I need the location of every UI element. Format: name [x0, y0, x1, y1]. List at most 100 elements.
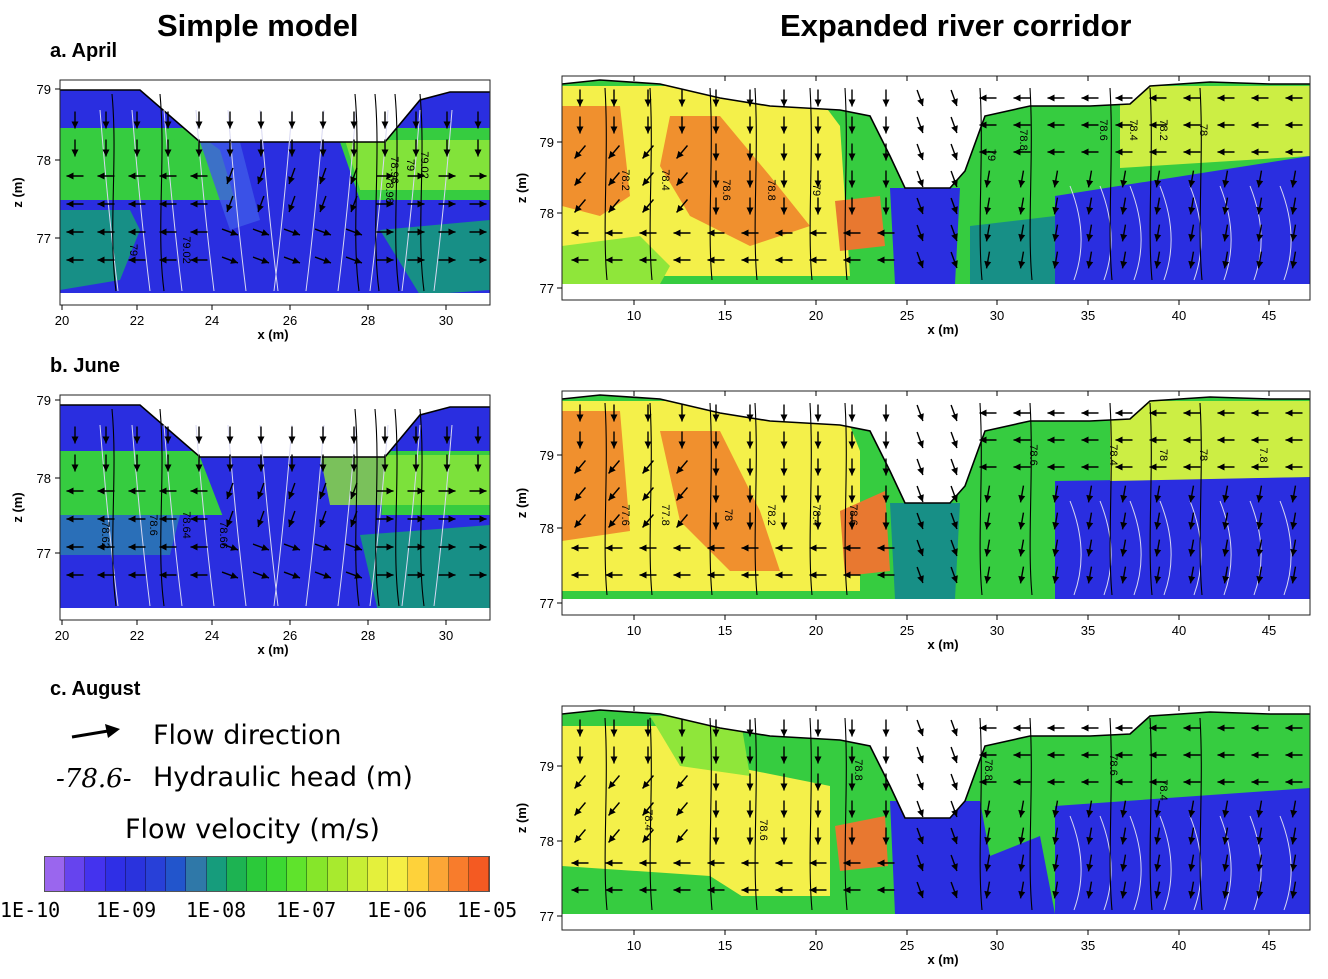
- flow-arrow-head: [1149, 463, 1157, 471]
- flow-arrow-head: [257, 176, 264, 184]
- z-axis-label: z (m): [514, 803, 529, 833]
- flow-arrow-head: [746, 783, 754, 791]
- head-contour: [419, 93, 425, 292]
- flow-arrow-head: [190, 172, 198, 180]
- flow-arrow-head: [1285, 148, 1293, 156]
- flow-arrow-head: [712, 522, 720, 530]
- flow-arrow-head: [1290, 548, 1298, 557]
- x-tick-label: 10: [627, 938, 641, 953]
- zone-orange-mid: [660, 116, 810, 246]
- flow-arrow-head: [877, 859, 885, 867]
- flow-arrow-head: [323, 257, 331, 264]
- flow-arrow-head: [1290, 809, 1298, 818]
- flow-arrow-head: [848, 495, 856, 503]
- flow-arrow-head: [608, 204, 616, 213]
- flow-arrow-head: [319, 149, 327, 157]
- flow-arrow-head: [678, 126, 686, 134]
- flow-arrow-head: [190, 543, 198, 551]
- streamline: [1129, 500, 1142, 596]
- flow-arrow-head: [1290, 836, 1298, 845]
- flow-arrow-head: [1018, 179, 1026, 188]
- x-tick-label: 30: [990, 938, 1004, 953]
- zone-yellowgreen: [1120, 86, 1310, 168]
- streamline: [305, 424, 325, 607]
- flow-arrow-head: [814, 522, 822, 530]
- flow-arrow-head: [1120, 521, 1128, 530]
- flow-arrow-head: [882, 783, 890, 791]
- flow-arrow-head: [190, 487, 198, 495]
- flow-arrow-head: [1081, 94, 1089, 102]
- flow-arrow-head: [1086, 521, 1094, 530]
- flow-arrow-head: [230, 229, 238, 236]
- flow-arrow-head: [780, 522, 788, 530]
- flow-arrow-head: [226, 436, 234, 444]
- flow-arrow-head: [814, 468, 822, 476]
- flow-arrow-head: [676, 519, 684, 528]
- flow-arrow-head: [386, 172, 394, 180]
- flow-arrow-head: [608, 834, 616, 843]
- head-contour: [1109, 717, 1113, 911]
- flow-arrow-head: [417, 228, 425, 236]
- flow-arrow-head: [1018, 575, 1026, 584]
- flow-arrow-head: [610, 729, 618, 737]
- flow-arrow-head: [1154, 260, 1162, 269]
- flow-arrow-head: [814, 180, 822, 188]
- colorbar-label: 1E-09: [96, 898, 157, 922]
- contour-label: 77.6: [619, 504, 631, 525]
- flow-arrow-head: [1256, 521, 1264, 530]
- zone-orange-left: [562, 106, 630, 216]
- streamline: [1069, 815, 1082, 911]
- streamline: [1099, 500, 1112, 596]
- flow-arrow-head: [917, 260, 924, 268]
- flow-arrow-head: [1290, 494, 1298, 503]
- flow-arrow-head: [814, 414, 822, 422]
- flow-arrow-head: [417, 487, 425, 495]
- legend: Flow direction -78.6- Hydraulic head (m)…: [0, 710, 517, 979]
- flow-arrow-head: [951, 548, 958, 556]
- flow-arrow-head: [1290, 863, 1298, 872]
- streamline: [1249, 500, 1262, 596]
- zone-teal-right: [360, 525, 490, 620]
- x-axis-label: x (m): [927, 637, 958, 652]
- contour-label: 78.6: [1107, 754, 1119, 775]
- flow-arrow-head: [1013, 94, 1021, 102]
- contour-label: 78.6: [147, 514, 159, 535]
- flow-arrow-head: [644, 126, 652, 134]
- contour-label: 78.4: [1157, 779, 1169, 800]
- flow-arrow-head: [386, 571, 394, 579]
- flow-arrow-head: [1183, 409, 1191, 417]
- flow-arrow-head: [814, 729, 822, 737]
- flow-arrow-head: [288, 121, 296, 129]
- flow-arrow-head: [848, 729, 856, 737]
- contour-label: 7.8: [1257, 447, 1269, 462]
- flow-arrow-head: [644, 99, 652, 107]
- flow-arrow-head: [775, 571, 783, 579]
- flow-arrow-head: [1222, 260, 1230, 269]
- flow-arrow-head: [848, 756, 856, 764]
- zone-yellowgreen: [1110, 401, 1310, 481]
- flow-arrow-head: [882, 207, 890, 215]
- flow-arrow-head: [882, 468, 890, 476]
- streamline: [337, 424, 357, 607]
- flow-arrow-head: [1115, 94, 1123, 102]
- flow-arrow-head: [639, 544, 647, 552]
- head-contour: [354, 93, 360, 292]
- streamline: [1189, 500, 1202, 596]
- contour-label: 78.64: [180, 511, 192, 539]
- x-tick-label: 25: [900, 308, 914, 323]
- flow-arrow-head: [97, 571, 105, 579]
- flow-arrow-head: [848, 99, 856, 107]
- flow-arrow-head: [1047, 724, 1055, 732]
- head-contour: [394, 408, 400, 607]
- streamline: [259, 424, 279, 607]
- legend-flow-direction: Flow direction: [153, 720, 342, 751]
- flow-arrow-head: [877, 544, 885, 552]
- flow-arrow-head: [882, 495, 890, 503]
- flow-arrow-head: [712, 837, 720, 845]
- flow-arrow-head: [1149, 724, 1157, 732]
- flow-arrow-head: [1018, 809, 1026, 818]
- flow-arrow-head: [809, 859, 817, 867]
- flow-arrow-head: [164, 121, 172, 129]
- flow-arrow-head: [1251, 724, 1259, 732]
- flow-arrow-head: [917, 809, 924, 817]
